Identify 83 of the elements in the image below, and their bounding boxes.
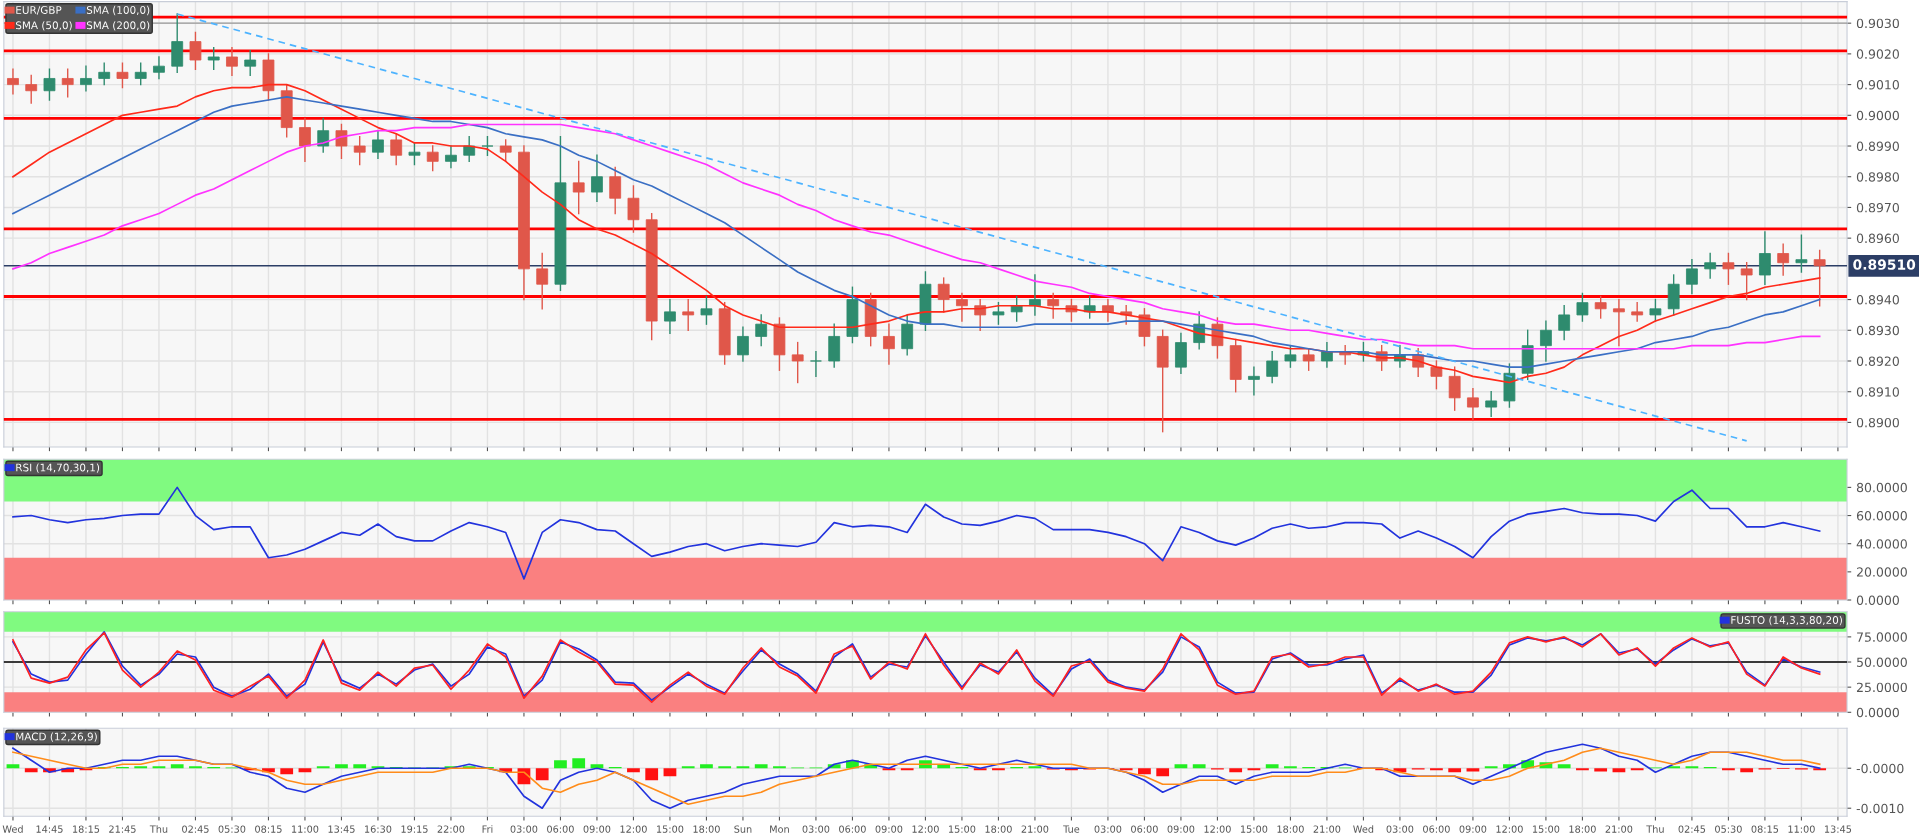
x-tick-label: 14:45 bbox=[36, 825, 63, 833]
x-tick-label: 15:00 bbox=[1532, 825, 1560, 833]
x-tick-label: 15:00 bbox=[1240, 825, 1268, 833]
y-tick-label: 80.0000 bbox=[1856, 482, 1907, 493]
x-tick-label: Thu bbox=[1646, 825, 1664, 833]
y-tick-label: 50.0000 bbox=[1857, 657, 1907, 667]
x-tick-label: 15:00 bbox=[949, 825, 976, 833]
x-tick-label: 18:00 bbox=[1569, 825, 1596, 833]
y-tick-label: 0.8930 bbox=[1856, 325, 1899, 336]
x-tick-label: 03:00 bbox=[1386, 825, 1414, 833]
y-tick-label: 0.8960 bbox=[1856, 233, 1899, 244]
x-tick-label: 16:30 bbox=[365, 825, 392, 833]
x-tick-label: 13:45 bbox=[1824, 825, 1852, 833]
y-tick-label: 0.9030 bbox=[1856, 18, 1899, 29]
y-tick-label: 0.8970 bbox=[1856, 202, 1899, 213]
x-tick-label: 03:00 bbox=[510, 825, 538, 833]
x-tick-label: 06:00 bbox=[1423, 825, 1450, 833]
x-tick-label: 18:00 bbox=[693, 825, 720, 833]
y-tick-label: 0.0000 bbox=[1856, 707, 1899, 718]
x-tick-label: 18:00 bbox=[985, 825, 1012, 833]
y-tick-label: 0.9010 bbox=[1856, 80, 1899, 90]
x-tick-label: 06:00 bbox=[1131, 825, 1158, 833]
y-tick-label: 0.0000 bbox=[1856, 595, 1899, 605]
legend-label: FUSTO (14,3,3,80,20) bbox=[1731, 615, 1842, 626]
x-tick-label: 15:00 bbox=[657, 825, 684, 833]
y-tick-label: 25.0000 bbox=[1856, 682, 1907, 693]
x-tick-label: 12:00 bbox=[1204, 825, 1231, 833]
x-tick-label: 11:00 bbox=[292, 825, 319, 833]
y-tick-label: 0.8940 bbox=[1856, 295, 1899, 305]
x-tick-label: Fri bbox=[482, 825, 493, 833]
legend-label: SMA (100,0) bbox=[86, 5, 150, 16]
ref-line-label: 0.89510 bbox=[1853, 259, 1916, 270]
x-tick-label: Thu bbox=[149, 825, 168, 833]
x-tick-label: 03:00 bbox=[1094, 825, 1122, 833]
x-tick-label: Sun bbox=[734, 825, 752, 833]
legend-label: MACD (12,26,9) bbox=[16, 732, 97, 742]
y-tick-label: 0.8980 bbox=[1856, 172, 1899, 182]
legend-label: SMA (200,0) bbox=[86, 21, 150, 31]
x-tick-label: 03:00 bbox=[802, 825, 830, 833]
x-tick-label: 09:00 bbox=[1167, 825, 1195, 833]
y-tick-label: 75.0000 bbox=[1857, 632, 1907, 642]
x-tick-label: 21:00 bbox=[1313, 825, 1341, 833]
y-tick-label: 0.9000 bbox=[1856, 110, 1899, 121]
x-tick-label: 21:00 bbox=[1605, 825, 1633, 833]
x-tick-label: Mon bbox=[770, 825, 789, 833]
y-tick-label: -0.0010 bbox=[1856, 803, 1904, 814]
x-tick-label: 12:00 bbox=[912, 825, 939, 833]
legend-label: RSI (14,70,30,1) bbox=[16, 463, 100, 473]
x-tick-label: 09:00 bbox=[875, 825, 903, 833]
x-tick-label: 09:00 bbox=[1459, 825, 1487, 833]
x-tick-label: 05:30 bbox=[1715, 825, 1742, 833]
x-tick-label: 19:15 bbox=[401, 825, 428, 833]
x-tick-label: 22:00 bbox=[437, 825, 465, 833]
y-tick-label: 60.0000 bbox=[1856, 511, 1907, 521]
x-tick-label: 06:00 bbox=[547, 825, 574, 833]
legend-label: EUR/GBP bbox=[16, 6, 62, 15]
x-tick-label: Tue bbox=[1063, 825, 1080, 833]
x-tick-label: Wed bbox=[2, 825, 23, 833]
x-tick-label: 06:00 bbox=[839, 825, 866, 833]
y-tick-label: 0.8990 bbox=[1856, 141, 1899, 151]
x-tick-label: 21:00 bbox=[1021, 825, 1049, 833]
x-tick-label: 08:15 bbox=[255, 825, 282, 833]
x-tick-label: 08:15 bbox=[1751, 825, 1779, 833]
legend-label: SMA (50,0) bbox=[15, 21, 72, 31]
x-tick-label: 12:00 bbox=[1496, 825, 1523, 833]
x-tick-label: 12:00 bbox=[620, 825, 647, 833]
x-tick-label: 11:00 bbox=[1788, 825, 1815, 833]
x-tick-label: 21:45 bbox=[109, 825, 136, 833]
x-tick-label: 13:45 bbox=[328, 825, 355, 833]
x-tick-label: 05:30 bbox=[218, 825, 246, 833]
x-tick-label: 02:45 bbox=[182, 825, 209, 833]
y-tick-label: 40.0000 bbox=[1856, 539, 1907, 549]
y-tick-label: 0.8910 bbox=[1856, 387, 1899, 397]
x-tick-label: 02:45 bbox=[1678, 825, 1706, 833]
x-tick-label: 09:00 bbox=[583, 825, 611, 833]
y-tick-label: 20.0000 bbox=[1856, 567, 1907, 577]
y-tick-label: 0.9020 bbox=[1856, 49, 1899, 59]
y-tick-label: 0.8920 bbox=[1856, 356, 1899, 366]
y-tick-label: 0.8900 bbox=[1856, 417, 1899, 428]
x-tick-label: 18:00 bbox=[1277, 825, 1304, 833]
x-tick-label: 18:15 bbox=[73, 825, 100, 833]
y-tick-label: -0.0000 bbox=[1856, 763, 1904, 774]
x-tick-label: Wed bbox=[1353, 825, 1374, 833]
